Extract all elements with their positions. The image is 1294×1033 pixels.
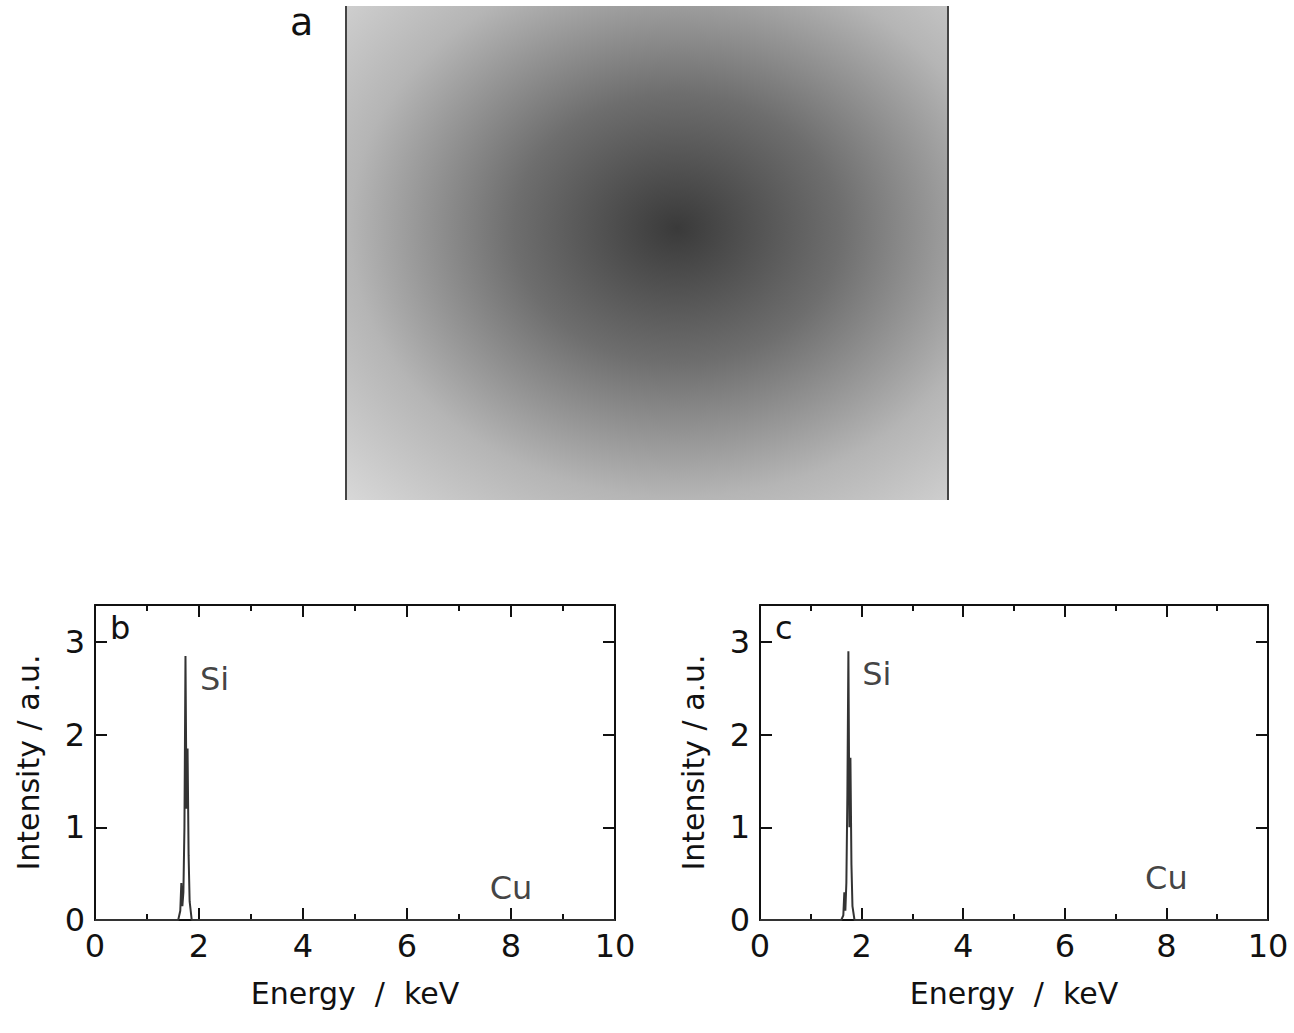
svg-text:6: 6	[1055, 927, 1075, 965]
svg-text:1: 1	[730, 808, 750, 846]
svg-text:2: 2	[730, 716, 750, 754]
svg-text:10: 10	[1248, 927, 1289, 965]
svg-text:Si: Si	[862, 655, 891, 693]
svg-text:10: 10	[595, 927, 636, 965]
svg-text:Energy / keV: Energy / keV	[910, 976, 1119, 1011]
svg-text:2: 2	[65, 716, 85, 754]
svg-text:0: 0	[750, 927, 770, 965]
svg-text:Si: Si	[200, 660, 229, 698]
svg-text:3: 3	[65, 623, 85, 661]
svg-text:Energy / keV: Energy / keV	[251, 976, 460, 1011]
svg-text:8: 8	[501, 927, 521, 965]
svg-text:Cu: Cu	[1145, 859, 1188, 897]
svg-text:Cu: Cu	[490, 869, 533, 907]
svg-text:0: 0	[730, 901, 750, 939]
svg-text:0: 0	[65, 901, 85, 939]
svg-text:4: 4	[953, 927, 973, 965]
svg-text:2: 2	[851, 927, 871, 965]
svg-text:8: 8	[1156, 927, 1176, 965]
svg-text:Intensity / a.u.: Intensity / a.u.	[676, 654, 711, 870]
svg-text:6: 6	[397, 927, 417, 965]
svg-text:3: 3	[730, 623, 750, 661]
svg-text:c: c	[775, 609, 793, 647]
svg-text:2: 2	[189, 927, 209, 965]
html-text:a: a	[290, 0, 314, 44]
svg-text:4: 4	[293, 927, 313, 965]
svg-text:Intensity / a.u.: Intensity / a.u.	[11, 654, 46, 870]
svg-text:1: 1	[65, 808, 85, 846]
svg-text:b: b	[110, 609, 130, 647]
svg-text:0: 0	[85, 927, 105, 965]
